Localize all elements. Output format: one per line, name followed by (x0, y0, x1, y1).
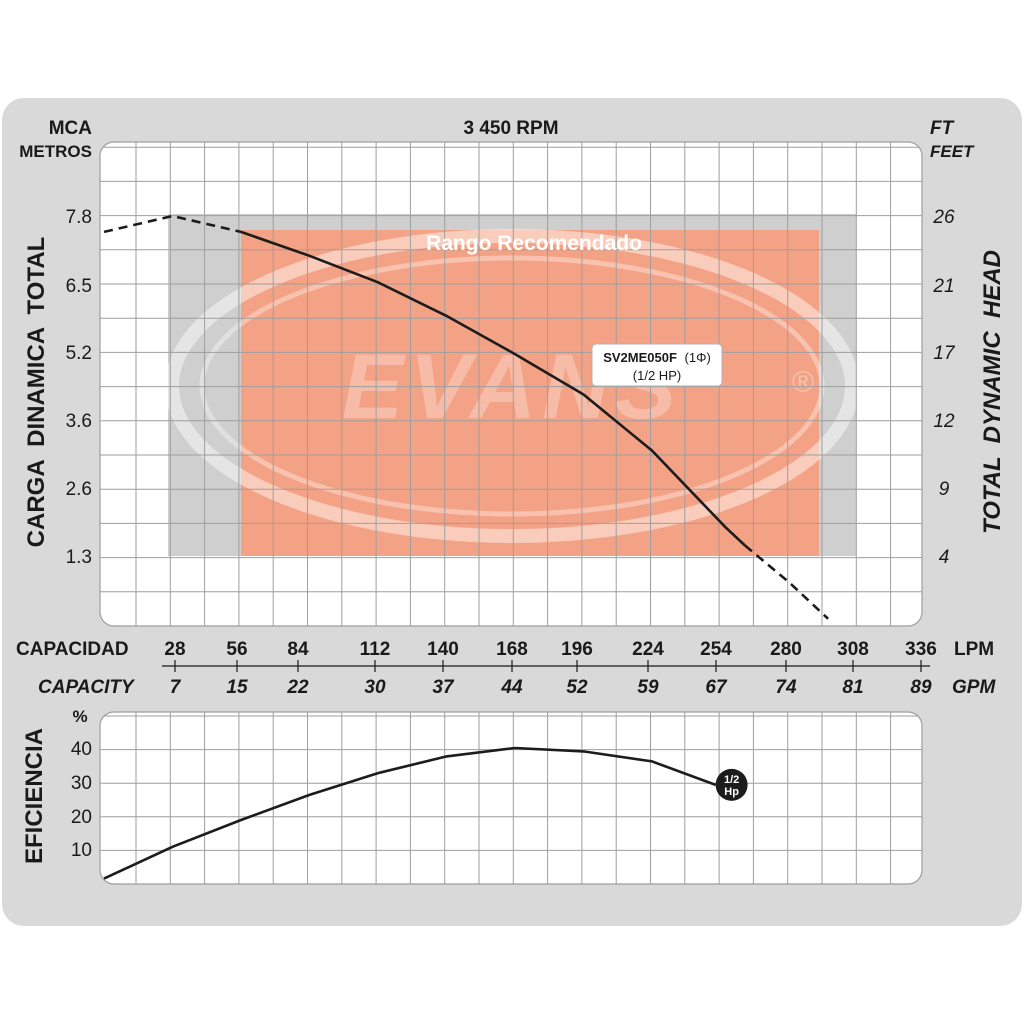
head-curve (240, 230, 746, 547)
efficiency-tick-label: 10 (71, 840, 92, 861)
efficiency-curve-layer (103, 746, 717, 880)
efficiency-tick-label: 20 (71, 807, 92, 828)
model-name: SV2ME050F (603, 350, 677, 365)
y-tick-label: 2.6 (66, 479, 92, 500)
hp-marker-label: 1/2 (724, 774, 739, 786)
y-axis-title-right: TOTAL DYNAMIC HEAD (979, 250, 1006, 534)
y-tick-layer: 7.8 6.5 5.2 3.6 2.6 1.3 26 21 17 12 9 4 40 30 20 10 (66, 207, 956, 861)
svg-text:SV2ME050F (1Φ): SV2ME050F (1Φ) (603, 350, 711, 365)
x-tick-label: 28 (164, 639, 185, 660)
efficiency-chart-grid (100, 712, 922, 884)
x-tick-label: 56 (226, 639, 247, 660)
efficiency-axis-title: EFICIENCIA (21, 728, 48, 864)
x-tick-label-secondary: 74 (775, 677, 797, 698)
x-tick-label-secondary: 15 (226, 677, 248, 698)
x-tick-label: 336 (905, 639, 937, 660)
head-curve-dashed-start (103, 214, 242, 234)
x-tick-label: 224 (632, 639, 664, 660)
x-tick-label-secondary: 22 (286, 677, 309, 698)
head-curve-dashed-end (744, 544, 829, 620)
x-tick-label: 254 (700, 639, 732, 660)
left-unit-sub-label: METROS (19, 142, 92, 161)
left-unit-label: MCA (49, 118, 93, 139)
x-tick-label-secondary: 7 (170, 677, 182, 698)
x-tick-label-secondary: 81 (842, 677, 863, 698)
efficiency-tick-label: 30 (71, 773, 92, 794)
x-tick-label-secondary: 30 (364, 677, 386, 698)
model-phase: (1Φ) (685, 350, 711, 365)
y-tick-label: 7.8 (66, 207, 92, 228)
model-power: (1/2 HP) (633, 368, 681, 383)
x-tick-label-secondary: 44 (500, 677, 523, 698)
hp-marker: 1/2Hp (715, 768, 748, 801)
recommended-range-label: Rango Recomendado (426, 232, 642, 255)
x-unit-label: LPM (954, 639, 994, 660)
x-unit-label-secondary: GPM (952, 677, 996, 698)
model-label-box: SV2ME050F (1Φ) (1/2 HP) (591, 343, 723, 387)
y-tick-label: 5.2 (66, 343, 92, 364)
y-tick-label-right: 9 (939, 479, 950, 500)
x-tick-label: 196 (561, 639, 593, 660)
y-tick-label-right: 26 (932, 207, 955, 228)
x-tick-label: 112 (360, 639, 391, 660)
efficiency-unit: % (72, 707, 87, 726)
hp-marker-label: Hp (724, 786, 739, 798)
efficiency-curve (103, 746, 717, 880)
y-tick-label-right: 4 (939, 547, 950, 568)
y-tick-label: 1.3 (66, 547, 92, 568)
y-tick-label-right: 17 (933, 343, 956, 364)
watermark-registered-mark: ® (792, 366, 814, 399)
x-tick-label: 308 (837, 639, 869, 660)
x-tick-label-secondary: 89 (910, 677, 932, 698)
x-tick-label: 168 (496, 639, 528, 660)
x-tick-layer: 28 7 56 15 84 22 112 30 140 37 168 44 196 52 224 59 254 6… (164, 639, 936, 698)
x-tick-label: 280 (770, 639, 802, 660)
x-tick-label-secondary: 52 (566, 677, 588, 698)
y-tick-label: 6.5 (66, 276, 92, 297)
efficiency-chart-panel (99, 711, 923, 885)
y-tick-label-right: 12 (933, 411, 955, 432)
x-axis-title-secondary: CAPACITY (38, 677, 136, 698)
x-axis-title: CAPACIDAD (16, 639, 129, 660)
speed-label: 3 450 RPM (463, 118, 558, 139)
y-tick-label: 3.6 (66, 411, 92, 432)
right-unit-sub-label: FEET (930, 142, 975, 161)
x-tick-label-secondary: 59 (637, 677, 659, 698)
y-axis-title-left: CARGA DINAMICA TOTAL (23, 237, 50, 548)
head-curve-layer (103, 214, 829, 620)
hp-marker-dot (715, 768, 748, 801)
right-unit-label: FT (930, 118, 955, 139)
x-tick-label-secondary: 67 (705, 677, 728, 698)
y-tick-label-right: 21 (932, 276, 954, 297)
x-tick-label: 84 (287, 639, 309, 660)
x-tick-label-secondary: 37 (432, 677, 455, 698)
x-tick-label: 140 (427, 639, 459, 660)
efficiency-tick-label: 40 (71, 739, 92, 760)
head-chart-grid (100, 142, 922, 626)
watermark-ellipse (165, 229, 859, 543)
